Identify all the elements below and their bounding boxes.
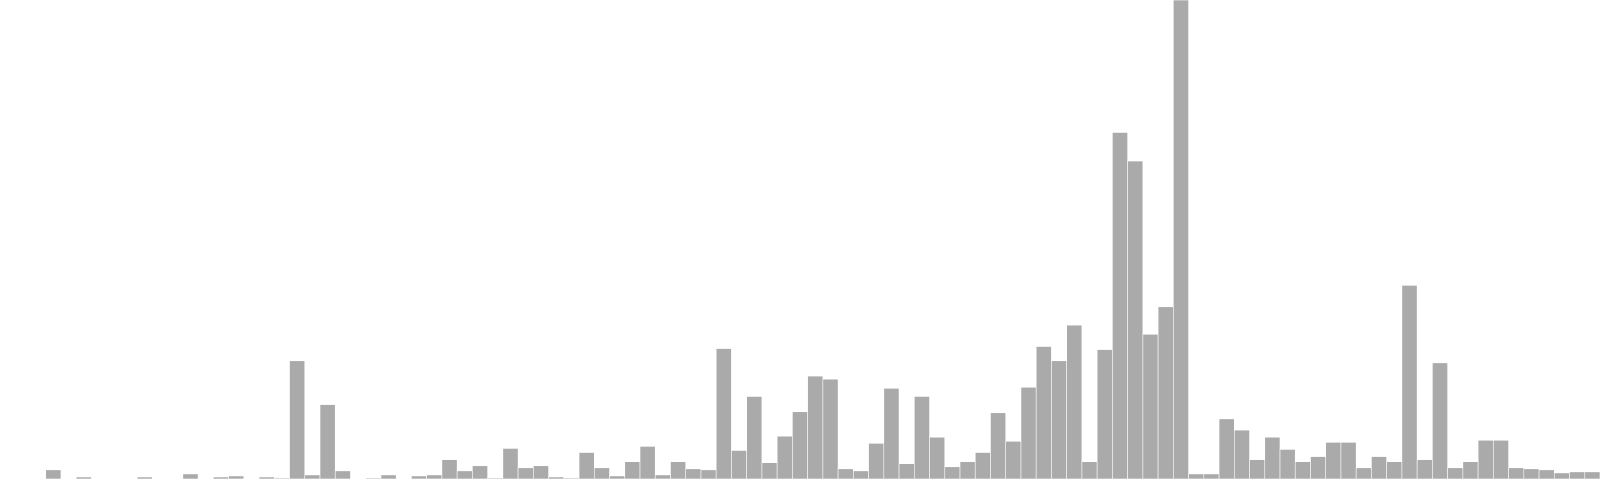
bar-53 (807, 375, 824, 480)
bar-42 (639, 446, 656, 480)
bar-32 (487, 477, 504, 480)
bar-83 (1264, 436, 1281, 480)
bar-75 (1142, 333, 1159, 480)
bar-22 (334, 470, 351, 480)
bar-81 (1233, 429, 1250, 480)
bar-100 (1523, 468, 1540, 480)
bar-92 (1401, 285, 1418, 480)
bar-82 (1249, 459, 1266, 480)
bar-31 (472, 465, 488, 480)
bar-91 (1386, 461, 1403, 480)
bar-71 (1081, 461, 1098, 480)
bar-76 (1157, 306, 1174, 480)
bar-98 (1493, 439, 1509, 480)
bar-28 (426, 474, 443, 480)
bar-47 (715, 348, 732, 480)
bar-40 (609, 475, 626, 480)
bar-20 (304, 474, 321, 480)
bar-19 (289, 360, 306, 480)
bar-85 (1294, 461, 1311, 480)
bar-80 (1218, 418, 1235, 480)
bar-77 (1173, 0, 1189, 480)
bar-87 (1325, 442, 1342, 480)
bar-70 (1066, 324, 1083, 480)
bar-51 (776, 435, 793, 480)
bar-96 (1462, 461, 1479, 480)
bar-56 (853, 470, 869, 480)
bar-37 (563, 477, 580, 480)
bar-94 (1432, 362, 1448, 480)
bar-41 (624, 461, 641, 480)
bar-102 (1553, 472, 1570, 480)
bar-72 (1096, 349, 1113, 480)
bar-89 (1355, 467, 1372, 480)
bar-84 (1279, 449, 1296, 480)
bar-73 (1112, 132, 1128, 480)
bar-39 (593, 467, 610, 480)
bar-50 (761, 462, 778, 480)
bar-104 (1584, 471, 1600, 480)
bar-65 (990, 412, 1007, 480)
bar-5 (75, 476, 92, 480)
bar-48 (731, 450, 747, 480)
bar-3 (45, 469, 62, 480)
bar-101 (1538, 469, 1555, 480)
bar-25 (380, 474, 397, 480)
bar-21 (319, 404, 336, 480)
bar-29 (441, 459, 458, 480)
bar-78 (1188, 473, 1205, 480)
bar-43 (654, 474, 671, 480)
bar-58 (883, 387, 900, 480)
bar-18 (273, 477, 290, 480)
bar-34 (517, 467, 534, 480)
bar-49 (746, 396, 763, 480)
bar-54 (822, 378, 839, 480)
bar-12 (182, 473, 199, 480)
bar-15 (228, 475, 245, 480)
bar-90 (1371, 456, 1387, 480)
bar-99 (1508, 467, 1525, 480)
bar-66 (1005, 440, 1022, 480)
bar-61 (929, 436, 946, 480)
bar-55 (837, 468, 854, 480)
bar-57 (868, 443, 885, 480)
bar-68 (1035, 346, 1052, 480)
bar-17 (258, 476, 275, 480)
bar-9 (136, 476, 153, 480)
bar-69 (1051, 360, 1067, 480)
bars-group (45, 0, 1600, 480)
bar-45 (685, 468, 702, 480)
bar-14 (213, 476, 229, 480)
bar-62 (944, 466, 961, 480)
bar-38 (578, 452, 595, 480)
bar-46 (700, 469, 717, 480)
bar-60 (913, 396, 930, 480)
bar-35 (533, 465, 549, 480)
bar-33 (502, 448, 519, 480)
bar-30 (456, 470, 473, 480)
bar-103 (1569, 471, 1586, 480)
bar-63 (959, 461, 976, 480)
bar-44 (670, 461, 687, 480)
bar-64 (974, 452, 991, 480)
bar-86 (1310, 456, 1327, 480)
bar-27 (411, 475, 427, 480)
bar-24 (365, 477, 382, 480)
bar-74 (1127, 160, 1144, 480)
bar-97 (1477, 439, 1494, 480)
bar-52 (792, 411, 808, 480)
bar-95 (1447, 467, 1464, 480)
bar-88 (1340, 442, 1357, 480)
bar-59 (898, 463, 915, 480)
bar-79 (1203, 473, 1220, 480)
bar-36 (548, 476, 565, 480)
bar-93 (1416, 459, 1433, 480)
bar-67 (1020, 386, 1037, 480)
